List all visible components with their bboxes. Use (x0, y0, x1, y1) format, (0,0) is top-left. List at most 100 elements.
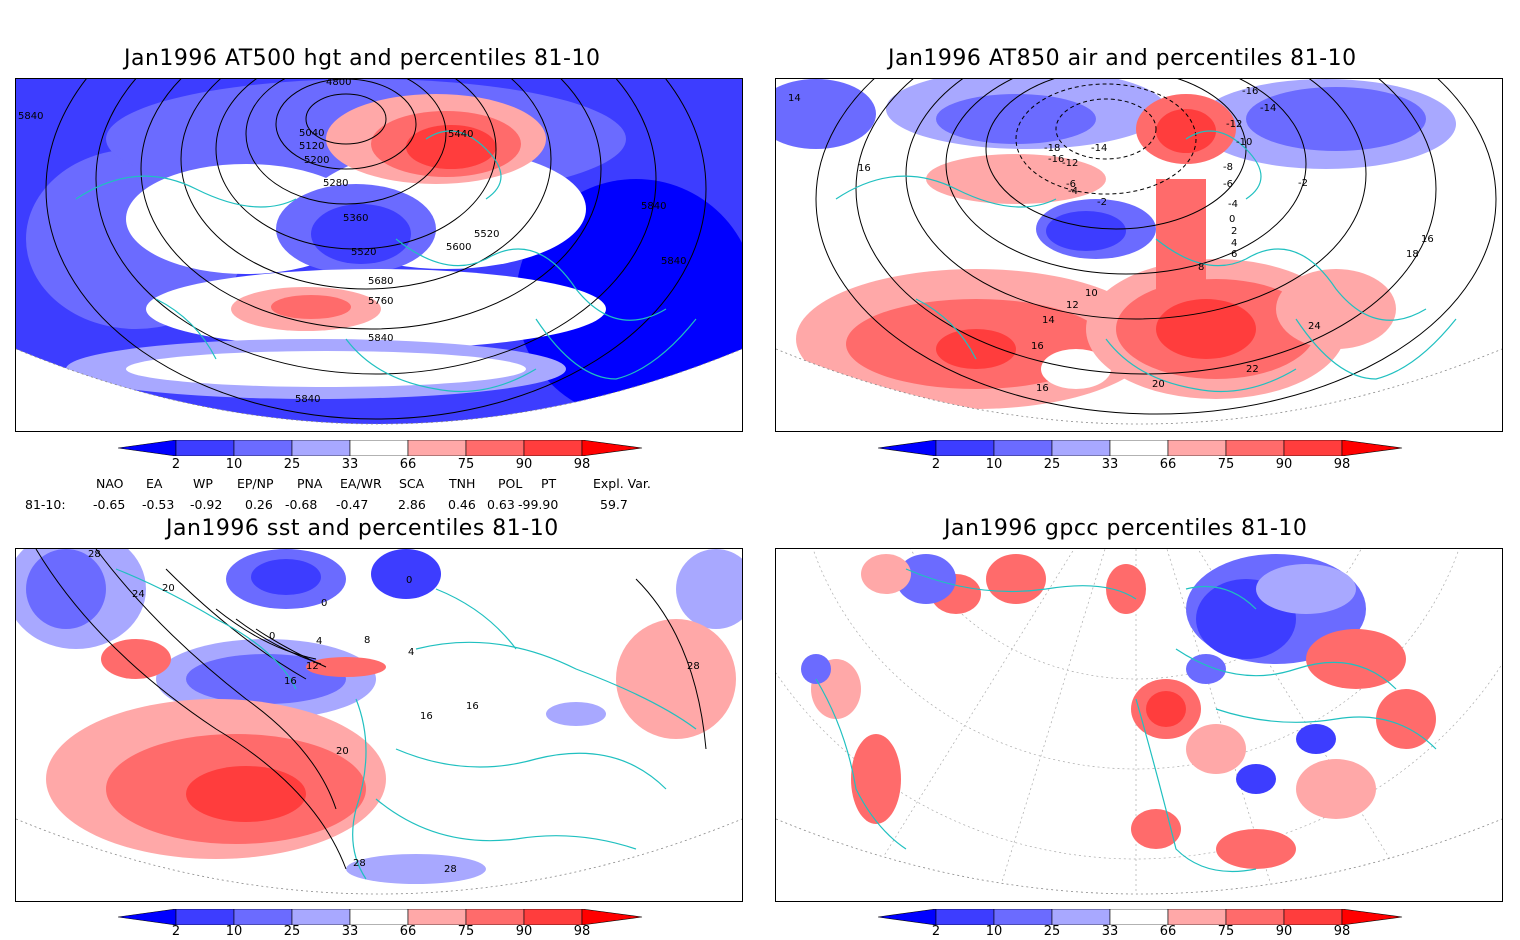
colorbar-tick-label: 33 (341, 457, 359, 472)
air-contour-label: 2 (1231, 226, 1237, 237)
sst-contour-label: 28 (444, 864, 457, 875)
index-header: POL (498, 476, 523, 491)
air-contour-label: 14 (1042, 315, 1055, 326)
hgt-contour-label: 5760 (368, 296, 393, 307)
air-contour-label: -14 (1260, 103, 1276, 114)
index-value: 2.86 (398, 497, 426, 512)
index-value: 0.63 (487, 497, 515, 512)
air-contour-label: -12 (1226, 119, 1242, 130)
index-header: PT (541, 476, 557, 491)
air-contour-label: 22 (1246, 364, 1259, 375)
air-contour-label: 16 (1031, 341, 1044, 352)
air-contour-labels: 14 16 -18 -16 -14 -12 -10 -8 -6 -4 -2 0 … (788, 86, 1434, 394)
hgt-contour-label: 5840 (295, 394, 320, 405)
sst-map-panel: 28 24 20 16 12 8 4 0 0 0 16 20 28 28 28 … (15, 548, 743, 902)
sst-contour-label: 0 (269, 631, 275, 642)
air-contour-label: -10 (1236, 137, 1252, 148)
sst-contour-label: 16 (284, 676, 297, 687)
air-contour-label: -6 (1223, 179, 1233, 190)
colorbar-tick-label: 10 (985, 924, 1003, 939)
colorbar-tick-label: 75 (1217, 924, 1235, 939)
hgt-contour-label: 5520 (351, 247, 376, 258)
sst-contour-label: 4 (408, 647, 414, 658)
index-value: 59.7 (600, 497, 628, 512)
hgt-contour-label: 5200 (304, 155, 329, 166)
air-contour-label: -4 (1228, 199, 1238, 210)
hgt-contour-label: 4800 (326, 79, 351, 88)
air-contour-label: 16 (1421, 234, 1434, 245)
hgt-map-panel: 4800 5040 5120 5200 5280 5360 5440 5520 … (15, 78, 743, 432)
colorbar-tick-label: 90 (515, 924, 533, 939)
hgt-contour-label: 5040 (299, 128, 324, 139)
air-contour-label: 10 (1085, 288, 1098, 299)
air-contour-label: 18 (1406, 249, 1419, 260)
air-contour-label: -14 (1091, 143, 1107, 154)
index-header: NAO (96, 476, 124, 491)
air-colorbar: 2 10 25 33 66 75 90 98 (877, 439, 1403, 476)
index-value: -0.65 (93, 497, 126, 512)
air-contour-label: 8 (1198, 262, 1204, 273)
sst-contour-labels: 28 24 20 16 12 8 4 0 0 0 16 20 28 28 28 … (88, 549, 700, 875)
colorbar-tick-label: 2 (931, 924, 941, 939)
index-row-label: 81-10: (25, 497, 66, 512)
hgt-contour-label: 5600 (446, 242, 471, 253)
index-header: EA/WR (340, 476, 382, 491)
air-contour-label: -16 (1242, 86, 1258, 97)
colorbar-tick-label: 75 (457, 457, 475, 472)
index-header: EA (146, 476, 163, 491)
hgt-contour-label: 5440 (448, 129, 473, 140)
air-contour-label: 16 (858, 163, 871, 174)
index-header: Expl. Var. (593, 476, 651, 491)
colorbar-tick-label: 10 (985, 457, 1003, 472)
air-contour-label: 0 (1229, 214, 1235, 225)
colorbar-tick-label: 33 (341, 924, 359, 939)
index-header: EP/NP (237, 476, 274, 491)
hgt-contour-label: 5840 (641, 201, 666, 212)
hgt-contour-label: 5360 (343, 213, 368, 224)
sst-contour-label: 16 (466, 701, 479, 712)
sst-contour-label: 8 (364, 635, 370, 646)
index-value: -99.90 (518, 497, 559, 512)
hgt-contour-label: 5120 (299, 141, 324, 152)
air-contour-label: -18 (1044, 143, 1060, 154)
index-value: -0.47 (336, 497, 369, 512)
gpcc-map (776, 549, 1502, 895)
index-value: 0.26 (245, 497, 273, 512)
colorbar-tick-label: 2 (171, 924, 181, 939)
colorbar-tick-label: 25 (1043, 924, 1061, 939)
colorbar-tick-label: 33 (1101, 924, 1119, 939)
sst-contour-label: 0 (406, 575, 412, 586)
index-value: -0.92 (190, 497, 223, 512)
hgt-contour-labels: 4800 5040 5120 5200 5280 5360 5440 5520 … (18, 79, 686, 405)
air-contour-label: -12 (1062, 158, 1078, 169)
sst-contour-label: 4 (316, 636, 322, 647)
hgt-contour-label: 5840 (661, 256, 686, 267)
sst-contour-label: 28 (88, 549, 101, 560)
index-header: PNA (297, 476, 323, 491)
air-contour-label: -2 (1097, 197, 1107, 208)
colorbar-tick-label: 90 (1275, 924, 1293, 939)
hgt-contour-label: 5840 (368, 333, 393, 344)
air-contour-label: -8 (1223, 162, 1233, 173)
sst-panel-title: Jan1996 sst and percentiles 81-10 (166, 516, 559, 541)
air-map-panel: 14 16 -18 -16 -14 -12 -10 -8 -6 -4 -2 0 … (775, 78, 1503, 432)
sst-contour-label: 20 (336, 746, 349, 757)
colorbar-tick-label: 66 (1159, 924, 1177, 939)
index-header: SCA (399, 476, 425, 491)
colorbar-tick-label: 10 (225, 924, 243, 939)
air-contour-label: 12 (1066, 300, 1079, 311)
index-value: 0.46 (448, 497, 476, 512)
air-panel-title: Jan1996 AT850 air and percentiles 81-10 (888, 46, 1357, 71)
sst-map: 28 24 20 16 12 8 4 0 0 0 16 20 28 28 28 … (16, 549, 742, 895)
colorbar-tick-label: 75 (1217, 457, 1235, 472)
hgt-colorbar: 2 10 25 33 66 75 90 98 (117, 439, 643, 476)
colorbar-tick-label: 66 (1159, 457, 1177, 472)
air-contour-label: -2 (1298, 178, 1308, 189)
air-contour-label: 24 (1308, 321, 1321, 332)
air-contour-label: -4 (1068, 186, 1078, 197)
colorbar-tick-label: 33 (1101, 457, 1119, 472)
index-header: WP (193, 476, 213, 491)
gpcc-panel-title: Jan1996 gpcc percentiles 81-10 (944, 516, 1308, 541)
index-value: -0.53 (142, 497, 175, 512)
gpcc-map-panel (775, 548, 1503, 902)
